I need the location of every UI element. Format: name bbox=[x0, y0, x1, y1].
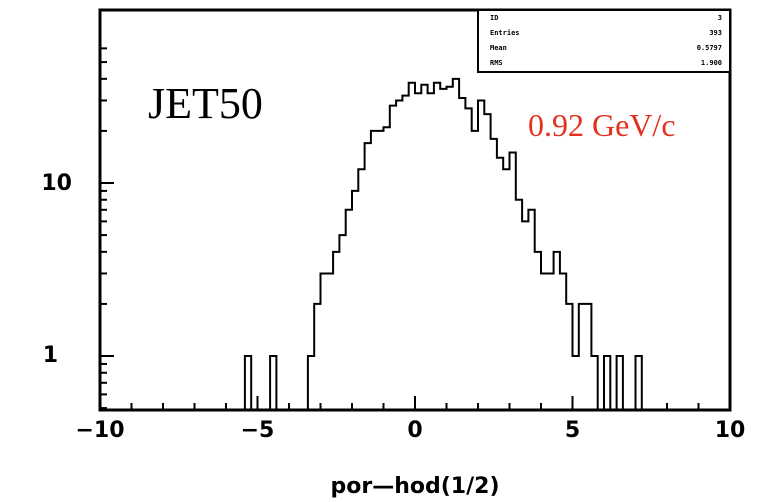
histogram-bin bbox=[503, 169, 509, 410]
histogram-outline bbox=[243, 77, 649, 411]
histogram-bin bbox=[428, 93, 434, 410]
y-tick-label-1: 1 bbox=[43, 343, 58, 368]
histogram-bin bbox=[484, 114, 490, 410]
histogram-bin bbox=[547, 273, 553, 410]
histogram-bin bbox=[421, 85, 427, 410]
histogram-bin bbox=[478, 100, 484, 410]
histogram-bin bbox=[333, 252, 339, 410]
x-tick-label-0: 0 bbox=[407, 418, 422, 443]
stats-row-entries-value: 393 bbox=[709, 29, 722, 37]
histogram-bin bbox=[352, 191, 358, 410]
histogram-bin bbox=[440, 89, 446, 410]
histogram-bin bbox=[409, 83, 415, 410]
stats-row-rms-value: 1.900 bbox=[701, 59, 722, 67]
histogram-bin bbox=[434, 83, 440, 410]
histogram-bin bbox=[472, 131, 478, 410]
histogram-bin bbox=[390, 106, 396, 410]
stats-row-mean-name: Mean bbox=[490, 44, 507, 52]
histogram-bin bbox=[465, 108, 471, 410]
x-tick-label-10: 10 bbox=[715, 418, 746, 443]
jet-trigger-label: JET50 bbox=[148, 79, 263, 128]
x-axis-label: por—hod(1/2) bbox=[331, 474, 500, 499]
stats-row-id-name: ID bbox=[490, 14, 498, 22]
histogram-bin bbox=[327, 273, 333, 410]
stats-row-mean-value: 0.5797 bbox=[697, 44, 722, 52]
stats-box bbox=[477, 9, 731, 73]
histogram-bin bbox=[541, 273, 547, 410]
histogram-bin bbox=[459, 98, 465, 410]
histogram-bin bbox=[554, 252, 560, 410]
histogram-bin bbox=[339, 235, 345, 410]
histogram-bin bbox=[447, 87, 453, 410]
histogram-bin bbox=[491, 139, 497, 410]
x-tick-label-neg5: −5 bbox=[241, 418, 275, 443]
stats-row-entries-name: Entries bbox=[490, 29, 520, 37]
x-tick-label-neg10: −10 bbox=[75, 418, 124, 443]
stats-row-id-value: 3 bbox=[718, 14, 722, 22]
stats-row-rms-name: RMS bbox=[490, 59, 503, 67]
histogram-bin bbox=[522, 221, 528, 410]
histogram-bin bbox=[377, 131, 383, 410]
histogram-bin bbox=[396, 100, 402, 410]
y-tick-label-10: 10 bbox=[41, 171, 72, 196]
histogram-bin bbox=[358, 169, 364, 410]
histogram-bin bbox=[346, 210, 352, 410]
resolution-label: 0.92 GeV/c bbox=[528, 107, 676, 143]
histogram-bin bbox=[497, 158, 503, 410]
histogram-bin bbox=[453, 79, 459, 410]
histogram-bin bbox=[371, 131, 377, 410]
x-tick-label-5: 5 bbox=[565, 418, 580, 443]
histogram-bin bbox=[365, 143, 371, 410]
axis-ticks bbox=[99, 47, 731, 410]
histogram-bin bbox=[516, 200, 522, 410]
histogram-bin bbox=[402, 96, 408, 410]
histogram-bin bbox=[415, 93, 421, 410]
histogram-bin bbox=[384, 127, 390, 410]
histogram-bin bbox=[535, 252, 541, 410]
